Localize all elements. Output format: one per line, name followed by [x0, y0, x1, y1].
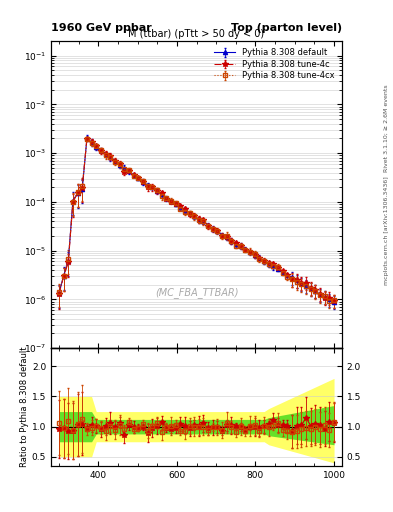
- Text: Top (parton level): Top (parton level): [231, 23, 342, 33]
- Y-axis label: Ratio to Pythia 8.308 default: Ratio to Pythia 8.308 default: [20, 347, 29, 467]
- Text: Rivet 3.1.10; ≥ 2.6M events: Rivet 3.1.10; ≥ 2.6M events: [384, 84, 389, 172]
- Text: mcplots.cern.ch [arXiv:1306.3436]: mcplots.cern.ch [arXiv:1306.3436]: [384, 176, 389, 285]
- Text: (MC_FBA_TTBAR): (MC_FBA_TTBAR): [155, 287, 238, 298]
- Text: 1960 GeV ppbar: 1960 GeV ppbar: [51, 23, 152, 33]
- Legend: Pythia 8.308 default, Pythia 8.308 tune-4c, Pythia 8.308 tune-4cx: Pythia 8.308 default, Pythia 8.308 tune-…: [211, 45, 338, 84]
- Title: M (ttbar) (pTtt > 50 dy < 0): M (ttbar) (pTtt > 50 dy < 0): [129, 29, 264, 39]
